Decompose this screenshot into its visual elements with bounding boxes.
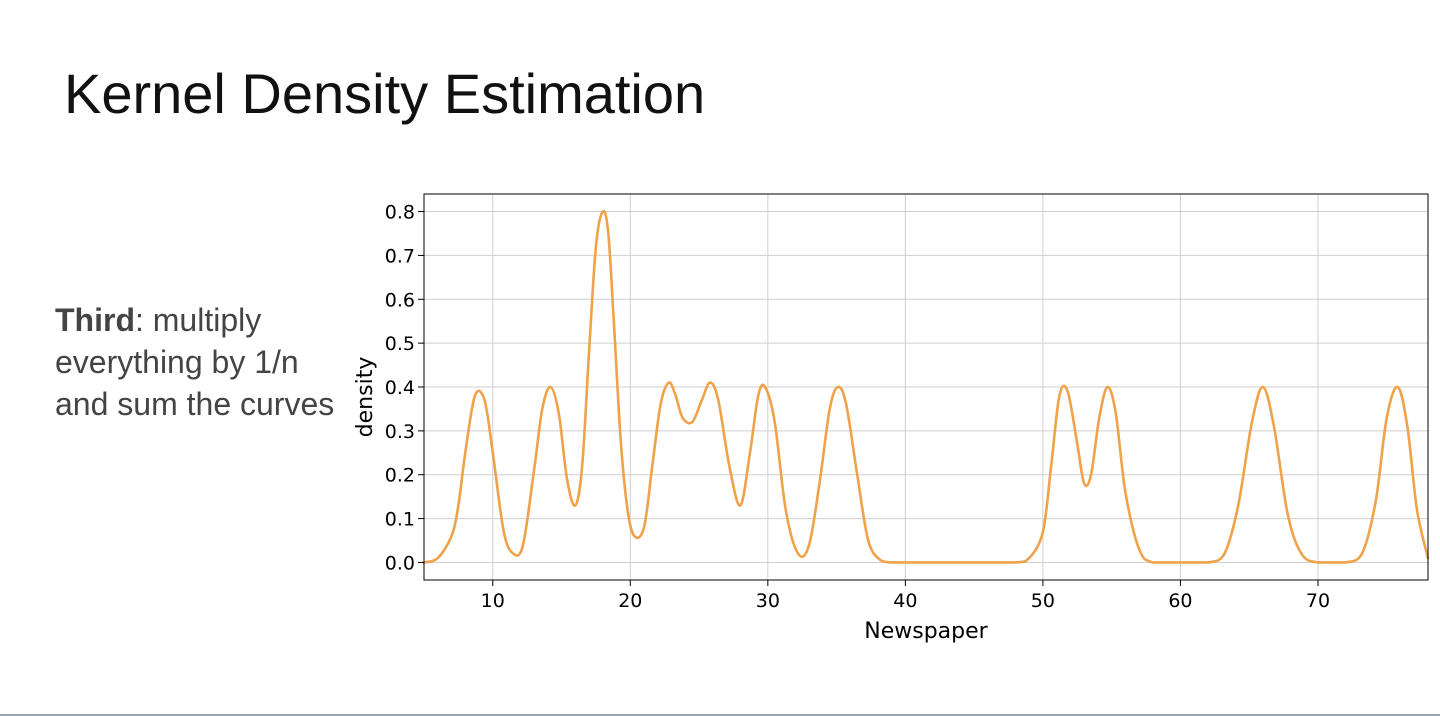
x-tick-label: 50	[1031, 590, 1055, 612]
curve-layer	[422, 209, 1430, 564]
caption-rest: : multiply everything by 1/n and sum the…	[55, 302, 335, 422]
x-ticks: 10 20 30 40 50 60 70	[481, 580, 1330, 612]
caption-bold: Third	[55, 302, 135, 338]
y-tick-label: 0.3	[385, 421, 415, 443]
x-tick-label: 20	[618, 590, 642, 612]
density-curve	[422, 209, 1430, 564]
y-tick-label: 0.8	[385, 202, 415, 224]
y-tick-label: 0.1	[385, 509, 415, 531]
slide-title: Kernel Density Estimation	[64, 62, 706, 125]
y-tick-label: 0.0	[385, 552, 415, 574]
y-tick-label: 0.4	[385, 377, 415, 399]
x-tick-label: 70	[1306, 590, 1330, 612]
y-ticks: 0.0 0.1 0.2 0.3 0.4 0.5 0.6 0.7 0.8	[385, 202, 424, 574]
slide-caption: Third: multiply everything by 1/n and su…	[55, 299, 355, 425]
y-tick-label: 0.6	[385, 289, 415, 311]
y-tick-label: 0.2	[385, 465, 415, 487]
kde-chart: 0.0 0.1 0.2 0.3 0.4 0.5 0.6 0.7 0.8 10 20 30 40 50 60…	[353, 193, 1430, 644]
x-tick-label: 30	[756, 590, 780, 612]
x-axis-label: Newspaper	[864, 619, 988, 644]
x-tick-label: 60	[1168, 590, 1192, 612]
y-tick-label: 0.5	[385, 333, 415, 355]
grid-layer	[424, 194, 1428, 580]
x-tick-label: 10	[481, 590, 505, 612]
x-tick-label: 40	[893, 590, 917, 612]
y-axis-label: density	[353, 357, 378, 438]
footer-divider	[0, 714, 1440, 716]
y-tick-label: 0.7	[385, 245, 415, 267]
